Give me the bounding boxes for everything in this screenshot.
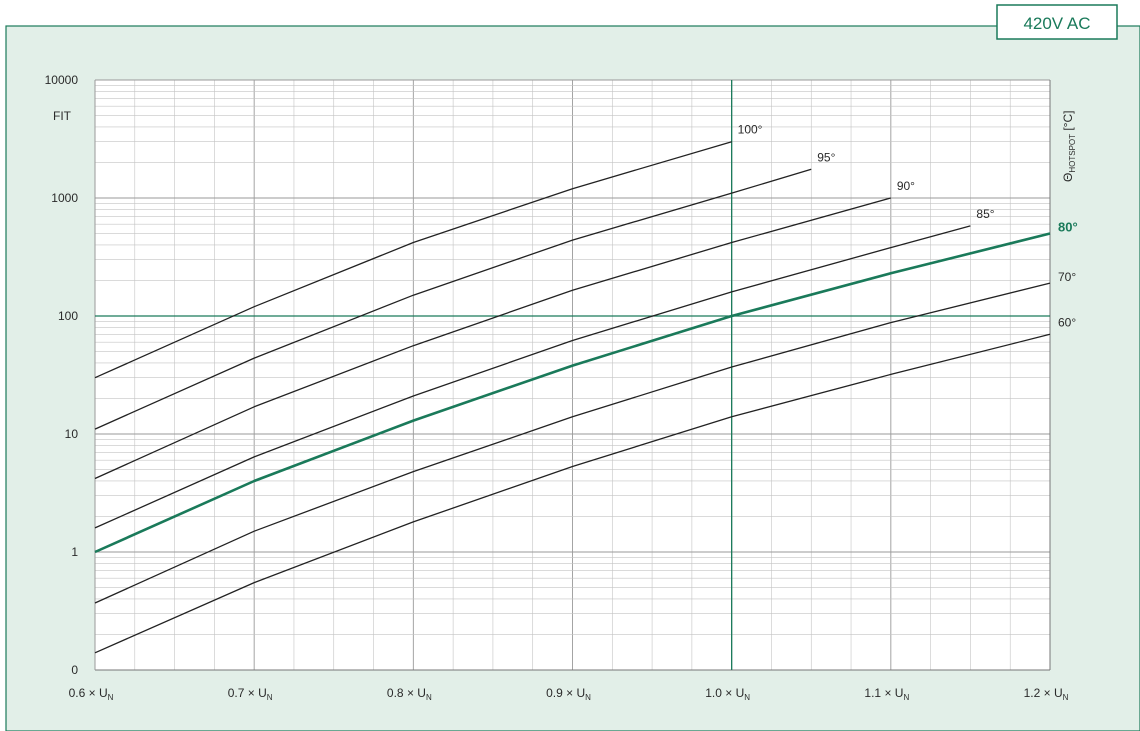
right-axis-unit: [°C] [1061, 111, 1075, 134]
voltage-badge-box [996, 4, 1118, 40]
x-tick-label: 0.8 × UN [387, 686, 432, 702]
series-line-1 [94, 168, 812, 430]
series-line-3 [94, 225, 971, 529]
x-tick-label: 1.1 × UN [864, 686, 909, 702]
x-axis-tick-labels: 0.6 × UN 0.7 × UN 0.8 × UN 0.9 × UN 1.0 × UN… [69, 686, 1069, 702]
voltage-badge: 420V AC [996, 4, 1118, 40]
y-axis-tick-labels: 0 1 10 100 1000 10000 [45, 73, 79, 677]
x-tick-label: 0.9 × UN [546, 686, 591, 702]
y-axis-label: FIT [53, 109, 72, 123]
series-line-6 [94, 333, 1051, 654]
x-tick-label: 1.2 × UN [1024, 686, 1069, 702]
x-tick-label: 0.7 × UN [228, 686, 273, 702]
series-label-4: 80° [1058, 220, 1078, 235]
y-tick-label: 10000 [45, 73, 79, 87]
curves [94, 141, 1051, 654]
series-line-2 [94, 197, 891, 480]
y-tick-label: 1 [71, 545, 78, 559]
right-axis-label: ΘHOTSPOT [°C] [1061, 111, 1077, 182]
reference-lines [95, 80, 1050, 670]
y-tick-label: 10 [65, 427, 79, 441]
y-tick-label: 1000 [51, 191, 78, 205]
series-label-0: 100° [738, 123, 763, 137]
series-line-5 [94, 282, 1051, 604]
series-label-6: 60° [1058, 315, 1076, 329]
svg-text:ΘHOTSPOT [°C]: ΘHOTSPOT [°C] [1061, 111, 1077, 182]
series-line-0 [94, 141, 732, 379]
voltage-badge-label: 420V AC [1023, 14, 1090, 33]
right-axis-subscript: HOTSPOT [1068, 134, 1077, 173]
x-tick-label: 1.0 × UN [705, 686, 750, 702]
series-label-2: 90° [897, 179, 915, 193]
series-line-4 [94, 232, 1051, 554]
series-label-5: 70° [1058, 270, 1076, 284]
right-axis-symbol: Θ [1061, 173, 1075, 182]
series-label-3: 85° [976, 207, 994, 221]
x-tick-label: 0.6 × UN [69, 686, 114, 702]
curve-labels: 100° 95° 90° 85° 80° 70° 60° [738, 123, 1078, 330]
y-tick-label: 100 [58, 309, 78, 323]
y-tick-label: 0 [71, 663, 78, 677]
series-label-1: 95° [817, 150, 835, 164]
